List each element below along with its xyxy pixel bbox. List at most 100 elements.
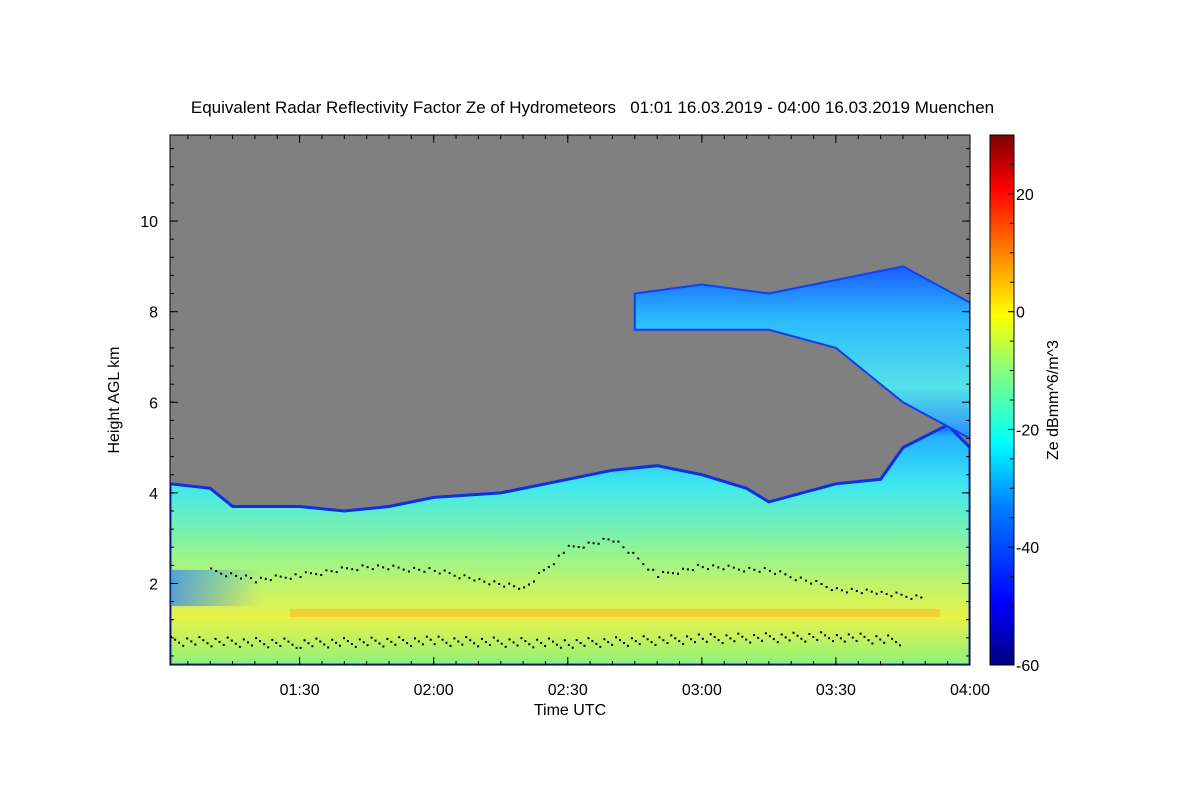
cloud-base-point	[512, 641, 515, 644]
cloud-base-point	[667, 571, 670, 574]
cloud-base-point	[215, 570, 218, 573]
cloud-base-point	[279, 645, 282, 647]
cloud-base-point	[883, 641, 886, 644]
cloud-base-point	[571, 646, 574, 649]
cloud-base-point	[712, 564, 715, 567]
cloud-base-point	[307, 642, 310, 645]
cloud-base-point	[485, 641, 487, 643]
cloud-base-point	[453, 574, 456, 577]
cloud-base-point	[784, 636, 787, 639]
cloud-base-point	[198, 636, 201, 639]
cloud-base-point	[789, 576, 792, 579]
cloud-base-point	[473, 579, 476, 582]
cloud-base-point	[895, 591, 898, 594]
cloud-base-point	[251, 644, 253, 647]
cloud-base-point	[540, 641, 543, 644]
cloud-base-point	[548, 637, 550, 640]
cloud-base-point	[202, 639, 205, 642]
cloud-base-point	[737, 632, 740, 635]
cloud-base-point	[362, 641, 365, 644]
cloud-base-point	[394, 643, 397, 646]
cloud-base-point	[646, 638, 649, 641]
cloud-base-point	[458, 577, 461, 580]
cloud-base-point	[387, 568, 390, 571]
cloud-base-point	[763, 567, 766, 570]
cloud-base-point	[413, 566, 416, 569]
cloud-base-point	[810, 582, 813, 585]
cloud-base-point	[820, 583, 823, 585]
cloud-base-point	[247, 641, 249, 644]
cloud-base-point	[225, 575, 228, 578]
cloud-base-point	[513, 585, 516, 588]
cloud-base-point	[626, 644, 629, 647]
cloud-base-point	[407, 570, 410, 573]
cloud-base-point	[725, 634, 728, 637]
cloud-base-point	[532, 646, 535, 649]
cloud-base-point	[682, 567, 684, 570]
cloud-base-point	[808, 633, 811, 635]
cloud-base-point	[557, 554, 560, 557]
cloud-base-point	[516, 644, 519, 647]
cloud-base-point	[845, 591, 848, 594]
cloud-base-point	[284, 576, 287, 579]
cloud-base-point	[311, 645, 314, 648]
cloud-base-point	[709, 633, 712, 636]
cloud-base-point	[226, 636, 229, 639]
cloud-base-point	[433, 569, 436, 572]
cloud-base-point	[757, 636, 760, 639]
cloud-base-point	[361, 564, 364, 567]
cloud-base-point	[867, 639, 870, 642]
cloud-base-point	[743, 570, 746, 573]
cloud-base-point	[920, 596, 923, 599]
colorbar-tick-label: 20	[1016, 187, 1034, 204]
cloud-base-point	[880, 590, 883, 593]
cloud-base-point	[382, 645, 385, 648]
cloud-base-point	[536, 638, 539, 641]
cloud-base-point	[794, 579, 797, 582]
cloud-base-point	[792, 631, 795, 634]
melting-layer	[290, 608, 940, 617]
cloud-base-point	[662, 639, 665, 642]
cloud-base-point	[417, 640, 420, 643]
cloud-base-point	[666, 642, 669, 644]
cloud-base-point	[701, 566, 704, 569]
cloud-base-point	[779, 570, 782, 573]
cloud-base-point	[860, 592, 863, 595]
cloud-base-point	[473, 642, 476, 645]
colorbar-tick-label: -40	[1016, 540, 1039, 557]
cloud-base-point	[303, 639, 306, 642]
cloud-base-point	[481, 637, 483, 640]
cloud-base-point	[595, 642, 598, 645]
cloud-base-point	[607, 641, 610, 643]
cloud-base-point	[330, 570, 333, 573]
cloud-base-point	[682, 643, 685, 645]
cloud-base-point	[559, 646, 562, 649]
cloud-base-point	[350, 643, 353, 645]
cloud-base-point	[346, 640, 349, 643]
colorbar-label: Ze dBmm^6/m^3	[1045, 340, 1062, 460]
cloud-base-point	[289, 577, 292, 580]
cloud-base-point	[890, 595, 893, 598]
cloud-base-point	[354, 645, 357, 648]
cloud-base-point	[356, 569, 359, 572]
cloud-base-point	[741, 635, 744, 638]
cloud-base-point	[508, 638, 511, 641]
cloud-base-point	[815, 580, 818, 582]
cloud-base-points	[170, 537, 923, 649]
reflectivity-field	[170, 265, 970, 665]
cloud-base-point	[234, 642, 237, 645]
melting-layer-band	[290, 608, 940, 617]
cloud-base-point	[351, 568, 354, 571]
cloud-base-point	[592, 542, 595, 545]
cloud-base-point	[820, 631, 823, 634]
cloud-base-point	[206, 642, 209, 645]
cloud-base-point	[840, 589, 843, 592]
cloud-base-point	[235, 574, 238, 577]
cloud-base-point	[603, 638, 606, 641]
cloud-base-point	[320, 574, 323, 576]
cloud-base-point	[263, 643, 266, 646]
cloud-base-point	[441, 638, 444, 641]
cloud-base-point	[776, 641, 779, 644]
cloud-base-point	[528, 583, 530, 586]
